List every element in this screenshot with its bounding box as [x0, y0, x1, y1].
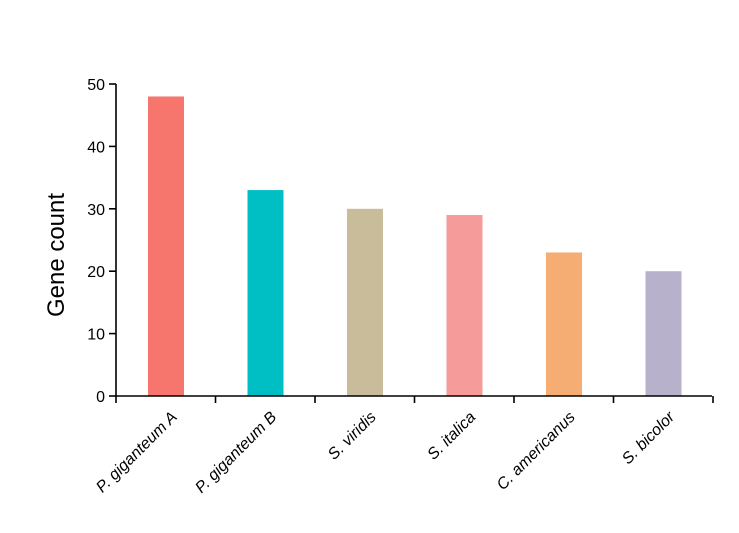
x-category-label: S. bicolor: [619, 408, 679, 468]
y-axis-title: Gene count: [43, 193, 70, 317]
x-ticks-group: P. giganteum A P. giganteum B S. viridis S.…: [93, 396, 714, 497]
y-tick-label: 10: [87, 327, 105, 344]
y-tick-label: 40: [87, 139, 105, 156]
y-tick-label: 20: [87, 264, 105, 281]
bar: [645, 271, 682, 396]
bar: [546, 252, 582, 396]
axes-group: [115, 84, 712, 397]
bar: [148, 96, 184, 396]
bar: [347, 208, 383, 396]
x-category-label: C. americanus: [494, 409, 579, 494]
x-category-label: S. viridis: [325, 409, 380, 464]
bar: [247, 190, 284, 396]
y-ticks-group: 0 10 20 30 40 50: [87, 77, 116, 406]
bars-group: [148, 96, 682, 396]
y-tick-label: 0: [96, 389, 105, 406]
x-category-label: P. giganteum A: [93, 409, 181, 497]
y-tick-label: 30: [87, 202, 105, 219]
x-category-label: S. italica: [424, 409, 479, 464]
y-tick-label: 50: [87, 77, 105, 94]
x-category-label: P. giganteum B: [192, 409, 280, 497]
bar: [446, 215, 483, 396]
